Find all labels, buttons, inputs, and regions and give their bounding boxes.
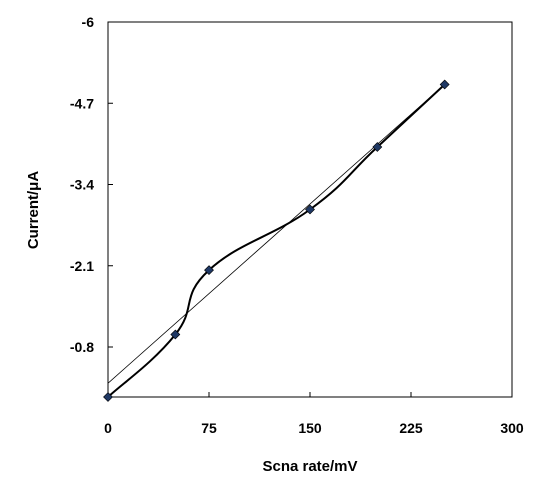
y-tick-labels: -6 -4.7 -3.4 -2.1 -0.8 bbox=[70, 14, 94, 355]
y-tick-label: -4.7 bbox=[70, 95, 94, 111]
data-point-marker bbox=[439, 79, 450, 90]
x-tick-label: 225 bbox=[399, 420, 423, 436]
x-ticks bbox=[107, 392, 513, 397]
series-layer bbox=[103, 79, 450, 402]
trendline bbox=[107, 84, 445, 384]
data-point-marker bbox=[170, 329, 181, 340]
x-axis-title: Scna rate/mV bbox=[262, 458, 357, 475]
x-tick-label: 0 bbox=[104, 420, 112, 436]
x-tick-label: 150 bbox=[298, 420, 322, 436]
y-tick-label: -6 bbox=[82, 14, 95, 30]
series-line bbox=[107, 83, 446, 398]
x-tick-labels: 0 75 150 225 300 bbox=[104, 420, 524, 436]
y-tick-label: -0.8 bbox=[70, 339, 94, 355]
data-point-marker bbox=[305, 204, 315, 215]
data-point-marker bbox=[372, 142, 383, 152]
y-axis-title: Current/μA bbox=[25, 171, 42, 250]
data-point-marker bbox=[204, 265, 214, 276]
data-point-marker bbox=[103, 392, 113, 402]
y-tick-label: -2.1 bbox=[70, 258, 94, 274]
y-ticks bbox=[108, 21, 113, 348]
x-tick-label: 75 bbox=[201, 420, 217, 436]
x-tick-label: 300 bbox=[500, 420, 524, 436]
y-tick-label: -3.4 bbox=[70, 177, 94, 193]
